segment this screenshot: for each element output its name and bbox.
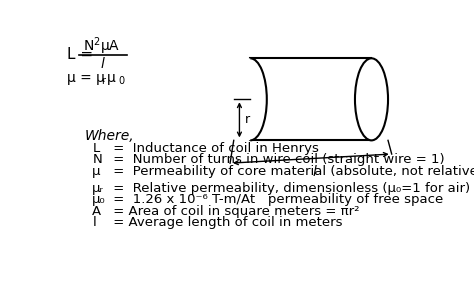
Text: μ: μ [107,71,116,85]
Text: =  1.26 x 10⁻⁶ T-m/At   permeability of free space: = 1.26 x 10⁻⁶ T-m/At permeability of fre… [109,193,443,206]
Text: Where,: Where, [85,129,135,143]
Text: A: A [92,205,101,218]
Text: μ₀: μ₀ [92,193,106,206]
Text: μ: μ [92,165,101,178]
Text: N$^2$μA: N$^2$μA [83,35,120,57]
Text: = Area of coil in square meters = πr²: = Area of coil in square meters = πr² [109,205,359,218]
Ellipse shape [234,58,267,140]
Text: N: N [92,153,102,166]
Text: L =: L = [66,47,93,62]
Text: l: l [100,57,105,71]
Text: l: l [92,216,96,229]
Text: r: r [245,113,250,126]
Text: =  Number of turns in wire coil (straight wire = 1): = Number of turns in wire coil (straight… [109,153,445,166]
Text: =  Inductance of coil in Henrys: = Inductance of coil in Henrys [109,142,319,155]
Text: = Average length of coil in meters: = Average length of coil in meters [109,216,342,229]
Text: =  Permeability of core material (absolute, not relative): = Permeability of core material (absolut… [109,165,474,178]
Text: =  Relative permeability, dimensionless (μ₀=1 for air): = Relative permeability, dimensionless (… [109,182,470,195]
Text: r: r [101,76,105,86]
Ellipse shape [355,58,388,140]
Text: l: l [313,165,317,179]
Text: 0: 0 [118,76,124,86]
Text: L: L [92,142,100,155]
Text: μ = μ: μ = μ [66,71,104,85]
Text: μᵣ: μᵣ [92,182,104,195]
